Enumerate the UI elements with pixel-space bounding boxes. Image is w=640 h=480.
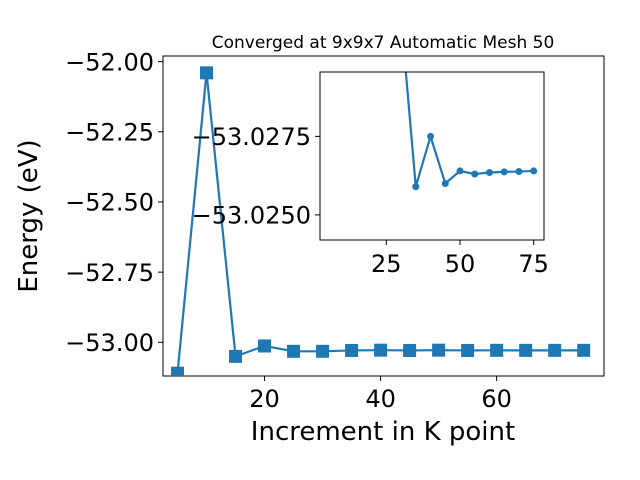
inset-x-tick-label: 75 <box>518 250 549 278</box>
main-y-tick-label: −53.00 <box>65 329 154 357</box>
main-x-tick-label: 60 <box>481 385 512 413</box>
inset-data-point <box>471 170 479 178</box>
main-data-point <box>403 343 417 357</box>
main-data-point <box>374 343 388 357</box>
main-data-point <box>258 339 272 353</box>
inset-plot-background <box>320 72 544 240</box>
main-x-tick-label: 20 <box>249 385 280 413</box>
main-data-point <box>490 343 504 357</box>
main-data-point <box>432 343 446 357</box>
inset-data-point <box>530 167 538 175</box>
main-data-point <box>548 343 562 357</box>
main-data-point <box>316 344 330 358</box>
main-data-point <box>200 66 214 80</box>
inset-x-tick-label: 50 <box>445 250 476 278</box>
main-data-point <box>229 349 243 363</box>
main-data-point <box>577 343 591 357</box>
inset-data-point <box>412 183 420 191</box>
inset-series-line <box>404 72 534 188</box>
inset-x-tick-label: 25 <box>371 250 402 278</box>
main-x-tick-label: 40 <box>365 385 396 413</box>
main-data-point <box>171 366 185 376</box>
inset-y-tick-label: −53.0275 <box>192 123 311 151</box>
main-y-tick-label: −52.25 <box>65 118 154 146</box>
main-y-tick-label: −52.00 <box>65 48 154 76</box>
main-y-tick-label: −52.75 <box>65 259 154 287</box>
inset-y-tick-label: −53.0250 <box>192 202 311 230</box>
inset-data-point <box>441 179 449 187</box>
main-data-point <box>519 343 533 357</box>
inset-data-point <box>485 168 493 176</box>
inset-data-point <box>500 168 508 176</box>
main-data-point <box>461 343 475 357</box>
y-axis-label: Energy (eV) <box>14 139 44 292</box>
main-data-point <box>345 343 359 357</box>
inset-data-point <box>427 132 435 140</box>
main-plot-frame <box>162 55 605 377</box>
x-axis-label: Increment in K point <box>251 417 515 447</box>
inset-data-point <box>515 168 523 176</box>
chart-title: Converged at 9x9x7 Automatic Mesh 50 <box>212 33 555 53</box>
inset-plot-frame <box>319 71 545 241</box>
main-y-tick-label: −52.50 <box>65 189 154 217</box>
main-data-point <box>287 344 301 358</box>
inset-data-point <box>456 167 464 175</box>
